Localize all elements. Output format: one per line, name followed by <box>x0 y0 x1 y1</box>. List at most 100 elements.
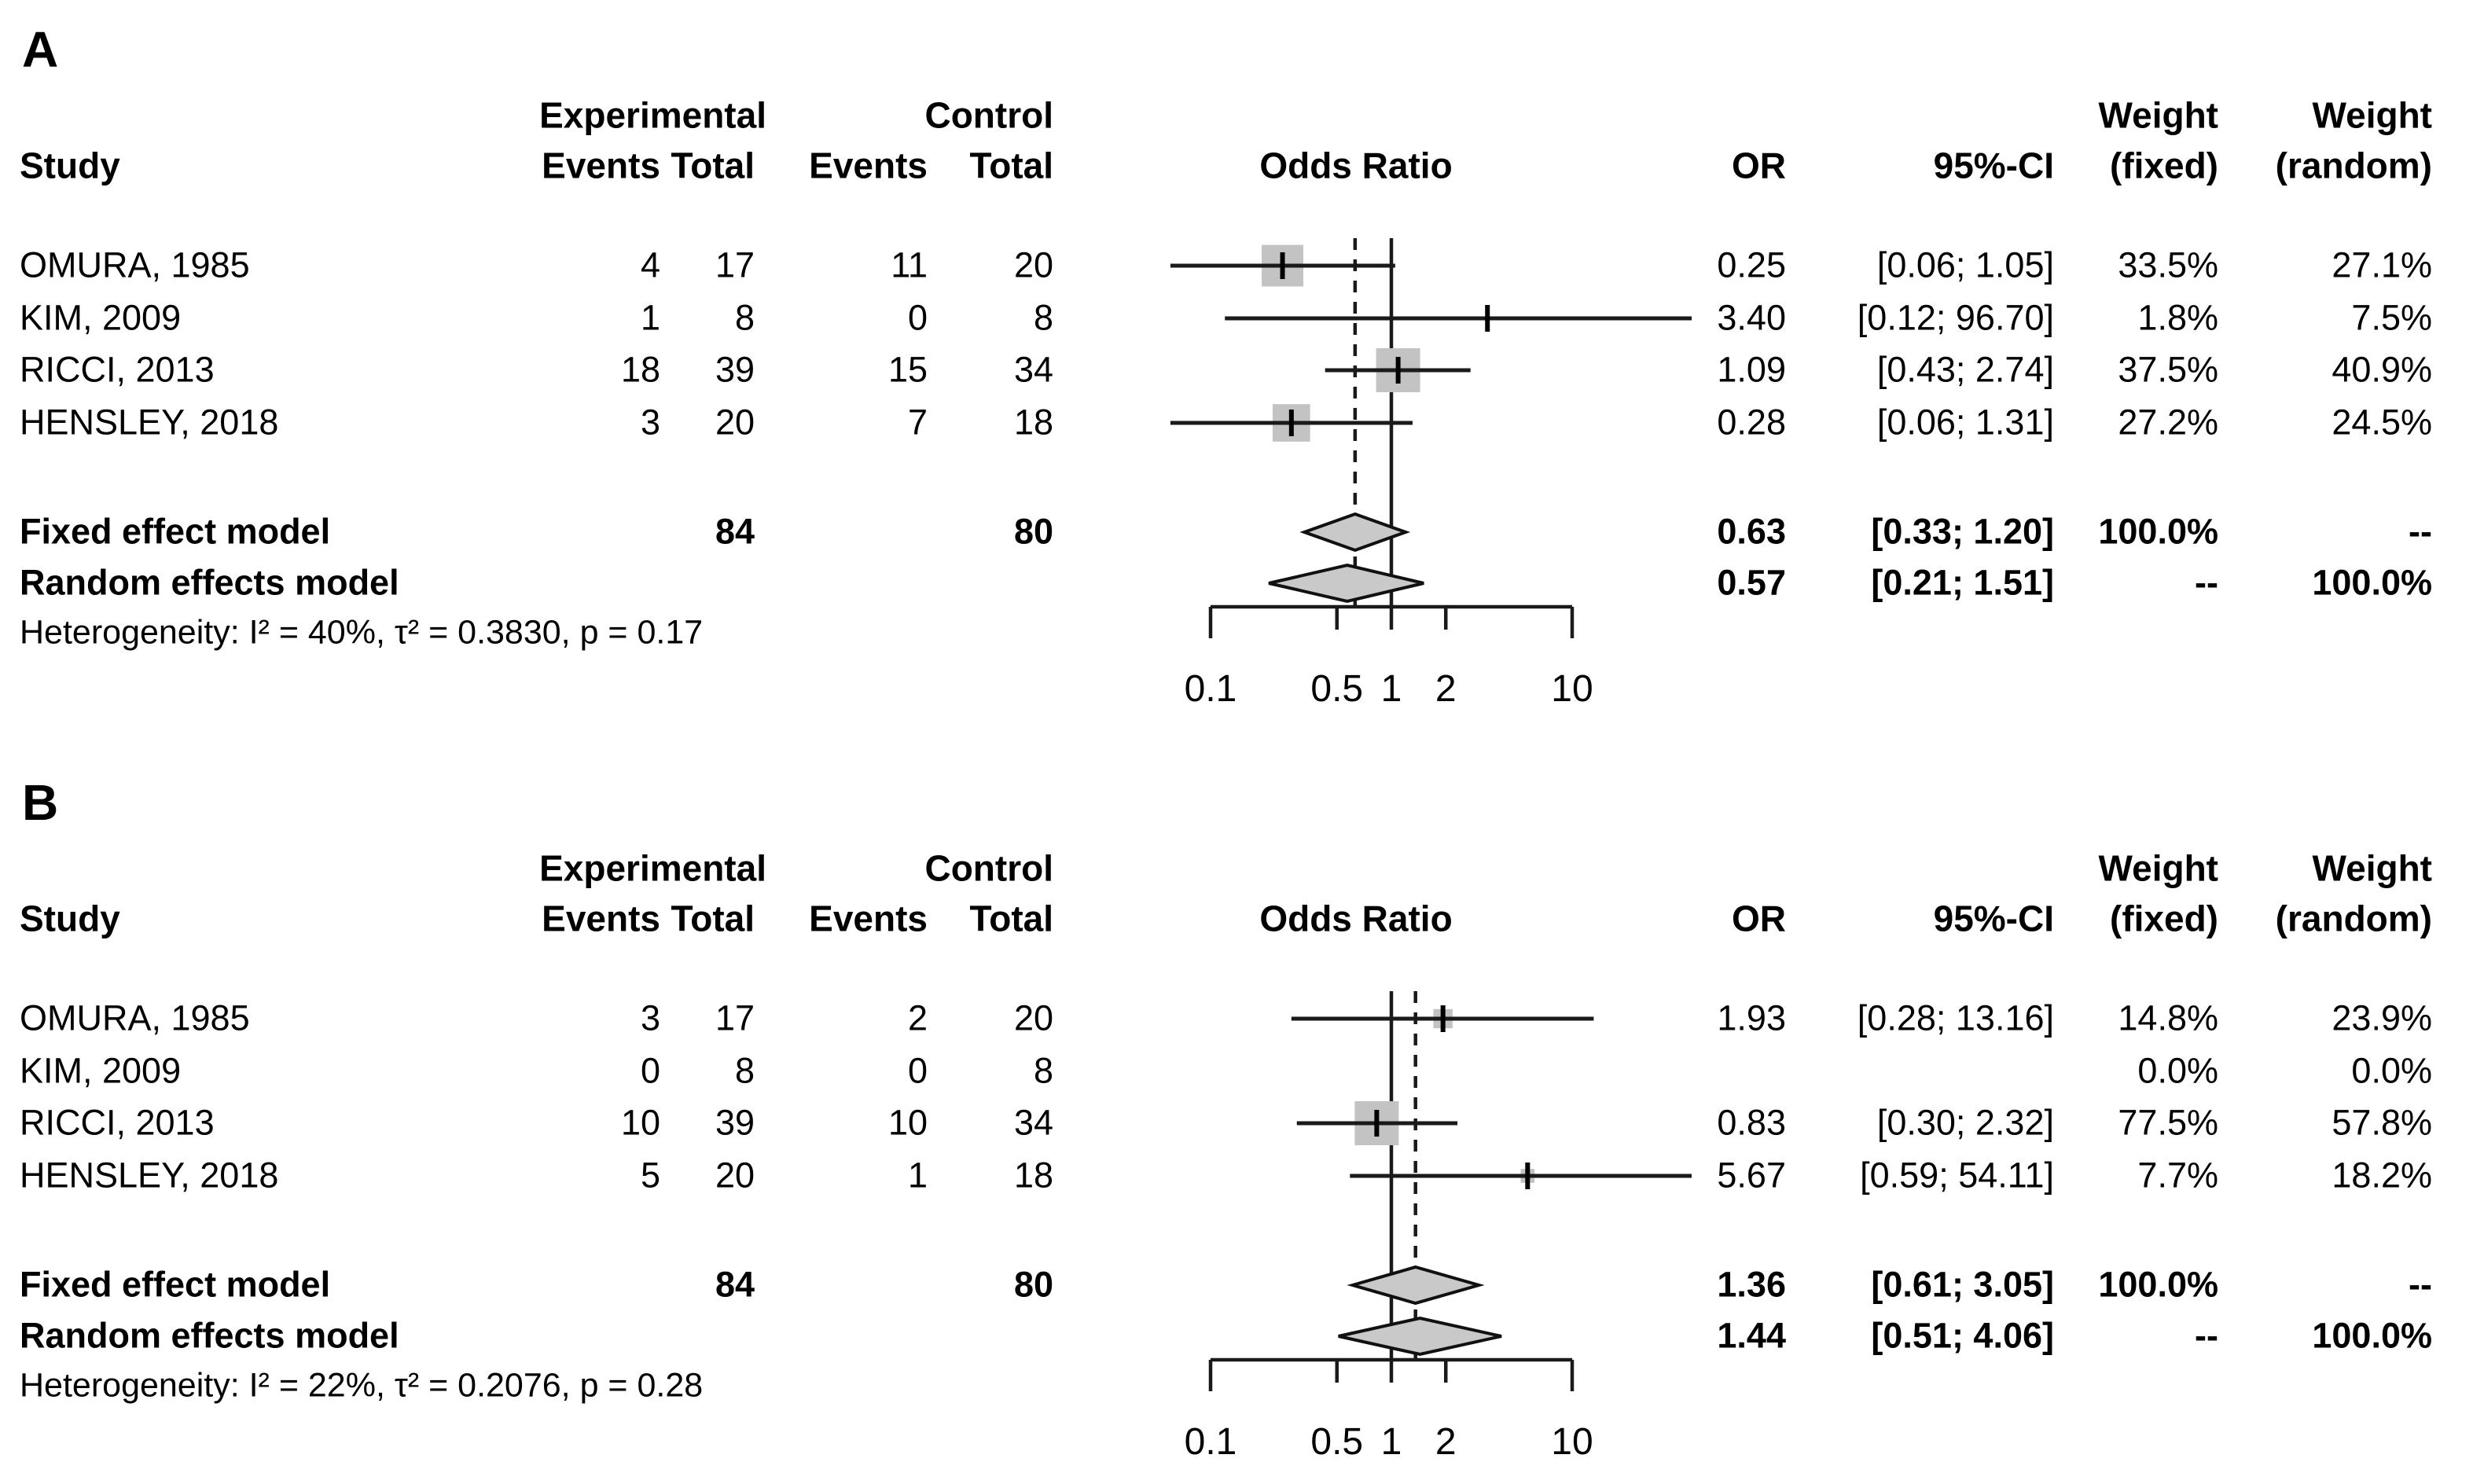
control-events: 10 <box>887 1102 928 1143</box>
col-header-total-ctrl: Total <box>969 898 1053 939</box>
panel-a: A Experimental Control Weight Weight Stu… <box>0 0 2473 731</box>
study-name: HENSLEY, 2018 <box>20 1155 279 1196</box>
col-header-fixed: (fixed) <box>2110 145 2218 186</box>
weight-random-value: 23.9% <box>2332 997 2432 1038</box>
fixed-total-ctrl: 80 <box>1013 1264 1053 1305</box>
weight-fixed-value: 1.8% <box>2137 297 2218 338</box>
point-estimate-marker <box>1374 1110 1380 1137</box>
weight-fixed-value: 33.5% <box>2118 244 2218 285</box>
study-name: RICCI, 2013 <box>20 349 215 390</box>
x-axis-label: 1 <box>1381 668 1402 710</box>
ci-value: [0.12; 96.70] <box>1857 297 2054 338</box>
fixed-weight-fixed: 100.0% <box>2098 511 2218 552</box>
experimental-events: 3 <box>640 402 660 443</box>
weight-fixed-value: 37.5% <box>2118 349 2218 390</box>
random-ci-value: [0.51; 4.06] <box>1871 1315 2054 1356</box>
study-name: OMURA, 1985 <box>20 997 250 1038</box>
or-value: 0.25 <box>1717 244 1786 285</box>
fixed-weight-fixed: 100.0% <box>2098 1264 2218 1305</box>
experimental-events: 5 <box>640 1155 660 1196</box>
weight-random-value: 0.0% <box>2351 1050 2432 1091</box>
control-total: 34 <box>1013 349 1053 390</box>
col-header-odds-ratio: Odds Ratio <box>1259 145 1453 186</box>
fixed-total-ctrl: 80 <box>1013 511 1053 552</box>
experimental-total: 8 <box>734 1050 755 1091</box>
control-total: 20 <box>1013 244 1053 285</box>
heterogeneity-note: Heterogeneity: I² = 40%, τ² = 0.3830, p … <box>20 613 704 652</box>
col-header-study: Study <box>20 898 120 939</box>
col-header-events-exp: Events <box>542 898 660 939</box>
experimental-events: 10 <box>620 1102 660 1143</box>
col-group-experimental: Experimental <box>539 847 766 889</box>
summary-diamond-fixed <box>1299 512 1411 553</box>
point-estimate-marker <box>1288 410 1294 436</box>
weight-random-value: 18.2% <box>2332 1155 2432 1196</box>
heterogeneity-note: Heterogeneity: I² = 22%, τ² = 0.2076, p … <box>20 1366 704 1405</box>
fixed-weight-random: -- <box>2409 1264 2432 1305</box>
random-weight-fixed: -- <box>2195 1315 2218 1356</box>
col-group-control: Control <box>924 94 1053 136</box>
col-header-random: (random) <box>2275 898 2432 939</box>
x-axis-label: 10 <box>1551 668 1593 710</box>
col-group-experimental: Experimental <box>539 94 766 136</box>
study-name: HENSLEY, 2018 <box>20 402 279 443</box>
x-axis-label: 2 <box>1435 668 1457 710</box>
ci-value: [0.06; 1.05] <box>1876 244 2054 285</box>
control-events: 2 <box>907 997 928 1038</box>
random-weight-fixed: -- <box>2195 562 2218 603</box>
fixed-effect-label: Fixed effect model <box>20 511 331 552</box>
experimental-total: 17 <box>715 244 755 285</box>
panel-label: B <box>22 774 59 831</box>
x-axis-label: 0.5 <box>1310 1421 1363 1463</box>
experimental-events: 1 <box>640 297 660 338</box>
weight-random-value: 27.1% <box>2332 244 2432 285</box>
or-value: 0.83 <box>1717 1102 1786 1143</box>
col-header-or: OR <box>1732 145 1786 186</box>
forest-plot-svg: 0.1 0.5 1 2 10 <box>1185 991 1692 1463</box>
point-estimate-marker <box>1440 1005 1446 1032</box>
col-header-weight-random-top: Weight <box>2312 94 2432 136</box>
or-value: 0.28 <box>1717 402 1786 443</box>
control-events: 7 <box>907 402 928 443</box>
ci-value: [0.06; 1.31] <box>1876 402 2054 443</box>
point-estimate-marker <box>1525 1163 1530 1189</box>
col-header-events-exp: Events <box>542 145 660 186</box>
experimental-events: 0 <box>640 1050 660 1091</box>
fixed-ci-value: [0.61; 3.05] <box>1871 1264 2054 1305</box>
col-header-odds-ratio: Odds Ratio <box>1259 898 1453 939</box>
control-events: 1 <box>907 1155 928 1196</box>
summary-diamond-random <box>1338 1316 1502 1357</box>
fixed-total-exp: 84 <box>715 511 755 552</box>
x-axis-label: 0.5 <box>1310 668 1363 710</box>
weight-fixed-value: 77.5% <box>2118 1102 2218 1143</box>
col-header-total-exp: Total <box>671 898 755 939</box>
experimental-total: 39 <box>715 1102 755 1143</box>
x-axis-label: 1 <box>1381 1421 1402 1463</box>
panel-label: A <box>22 21 59 78</box>
point-estimate-marker <box>1395 357 1401 384</box>
point-estimate-marker <box>1485 305 1490 332</box>
col-header-or: OR <box>1732 898 1786 939</box>
x-axis-label: 0.1 <box>1185 1421 1237 1463</box>
ci-value: [0.59; 54.11] <box>1860 1155 2054 1196</box>
control-total: 8 <box>1033 1050 1053 1091</box>
control-events: 11 <box>891 244 928 285</box>
col-header-total-exp: Total <box>671 145 755 186</box>
col-header-events-ctrl: Events <box>809 145 928 186</box>
or-value: 1.09 <box>1717 349 1786 390</box>
control-total: 18 <box>1013 402 1053 443</box>
random-weight-random: 100.0% <box>2312 562 2432 603</box>
control-events: 0 <box>907 1050 928 1091</box>
control-events: 0 <box>907 297 928 338</box>
random-or-value: 1.44 <box>1717 1315 1786 1356</box>
weight-random-value: 57.8% <box>2332 1102 2432 1143</box>
col-header-ci: 95%-CI <box>1933 898 2054 939</box>
control-total: 20 <box>1013 997 1053 1038</box>
random-effects-label: Random effects model <box>20 562 399 603</box>
weight-fixed-value: 0.0% <box>2137 1050 2218 1091</box>
col-header-fixed: (fixed) <box>2110 898 2218 939</box>
col-header-study: Study <box>20 145 120 186</box>
or-value: 5.67 <box>1717 1155 1786 1196</box>
fixed-weight-random: -- <box>2409 511 2432 552</box>
